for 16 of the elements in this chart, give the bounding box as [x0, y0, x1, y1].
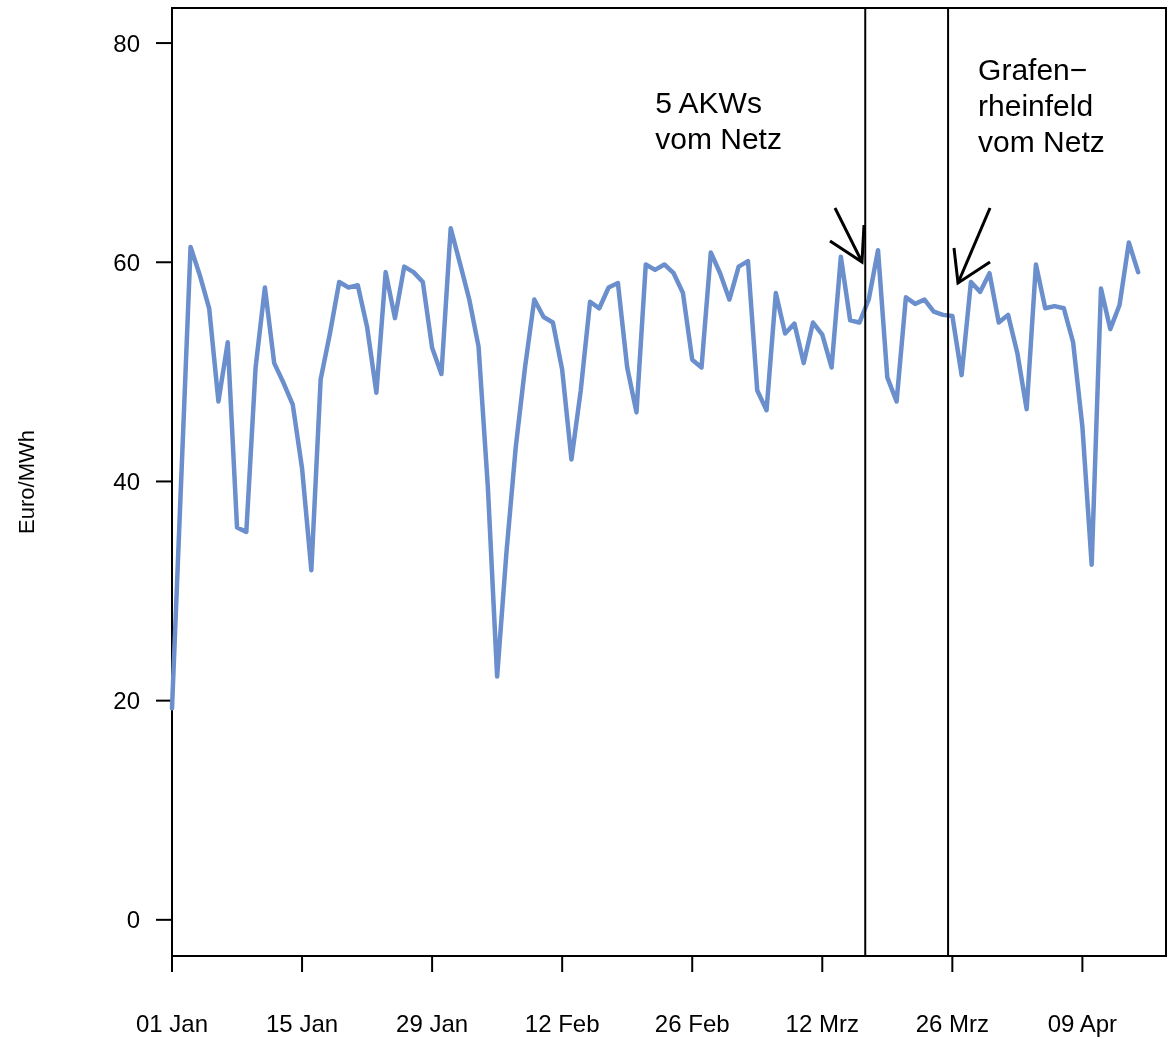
y-tick-label: 60: [113, 248, 140, 276]
x-tick-label: 26 Feb: [654, 1010, 730, 1037]
y-tick-label: 40: [113, 467, 140, 495]
y-axis-title: Euro/MWh: [14, 430, 39, 534]
y-tick-label: 20: [113, 687, 140, 715]
x-tick-label: 09 Apr: [1047, 1010, 1118, 1037]
x-tick-label: 26 Mrz: [915, 1010, 990, 1037]
y-tick-label: 0: [126, 906, 140, 934]
x-tick-label: 12 Feb: [524, 1010, 600, 1037]
x-tick-label: 01 Jan: [135, 1010, 209, 1037]
x-tick-label: 15 Jan: [266, 1010, 339, 1037]
x-tick-label: 12 Mrz: [785, 1010, 859, 1037]
ref-line-label: 5 AKWs vom Netz: [655, 86, 782, 155]
ref-line-label: Grafen− rheinfeld vom Netz: [978, 53, 1105, 158]
y-tick-label: 80: [113, 29, 140, 57]
x-tick-label: 29 Jan: [396, 1010, 469, 1037]
